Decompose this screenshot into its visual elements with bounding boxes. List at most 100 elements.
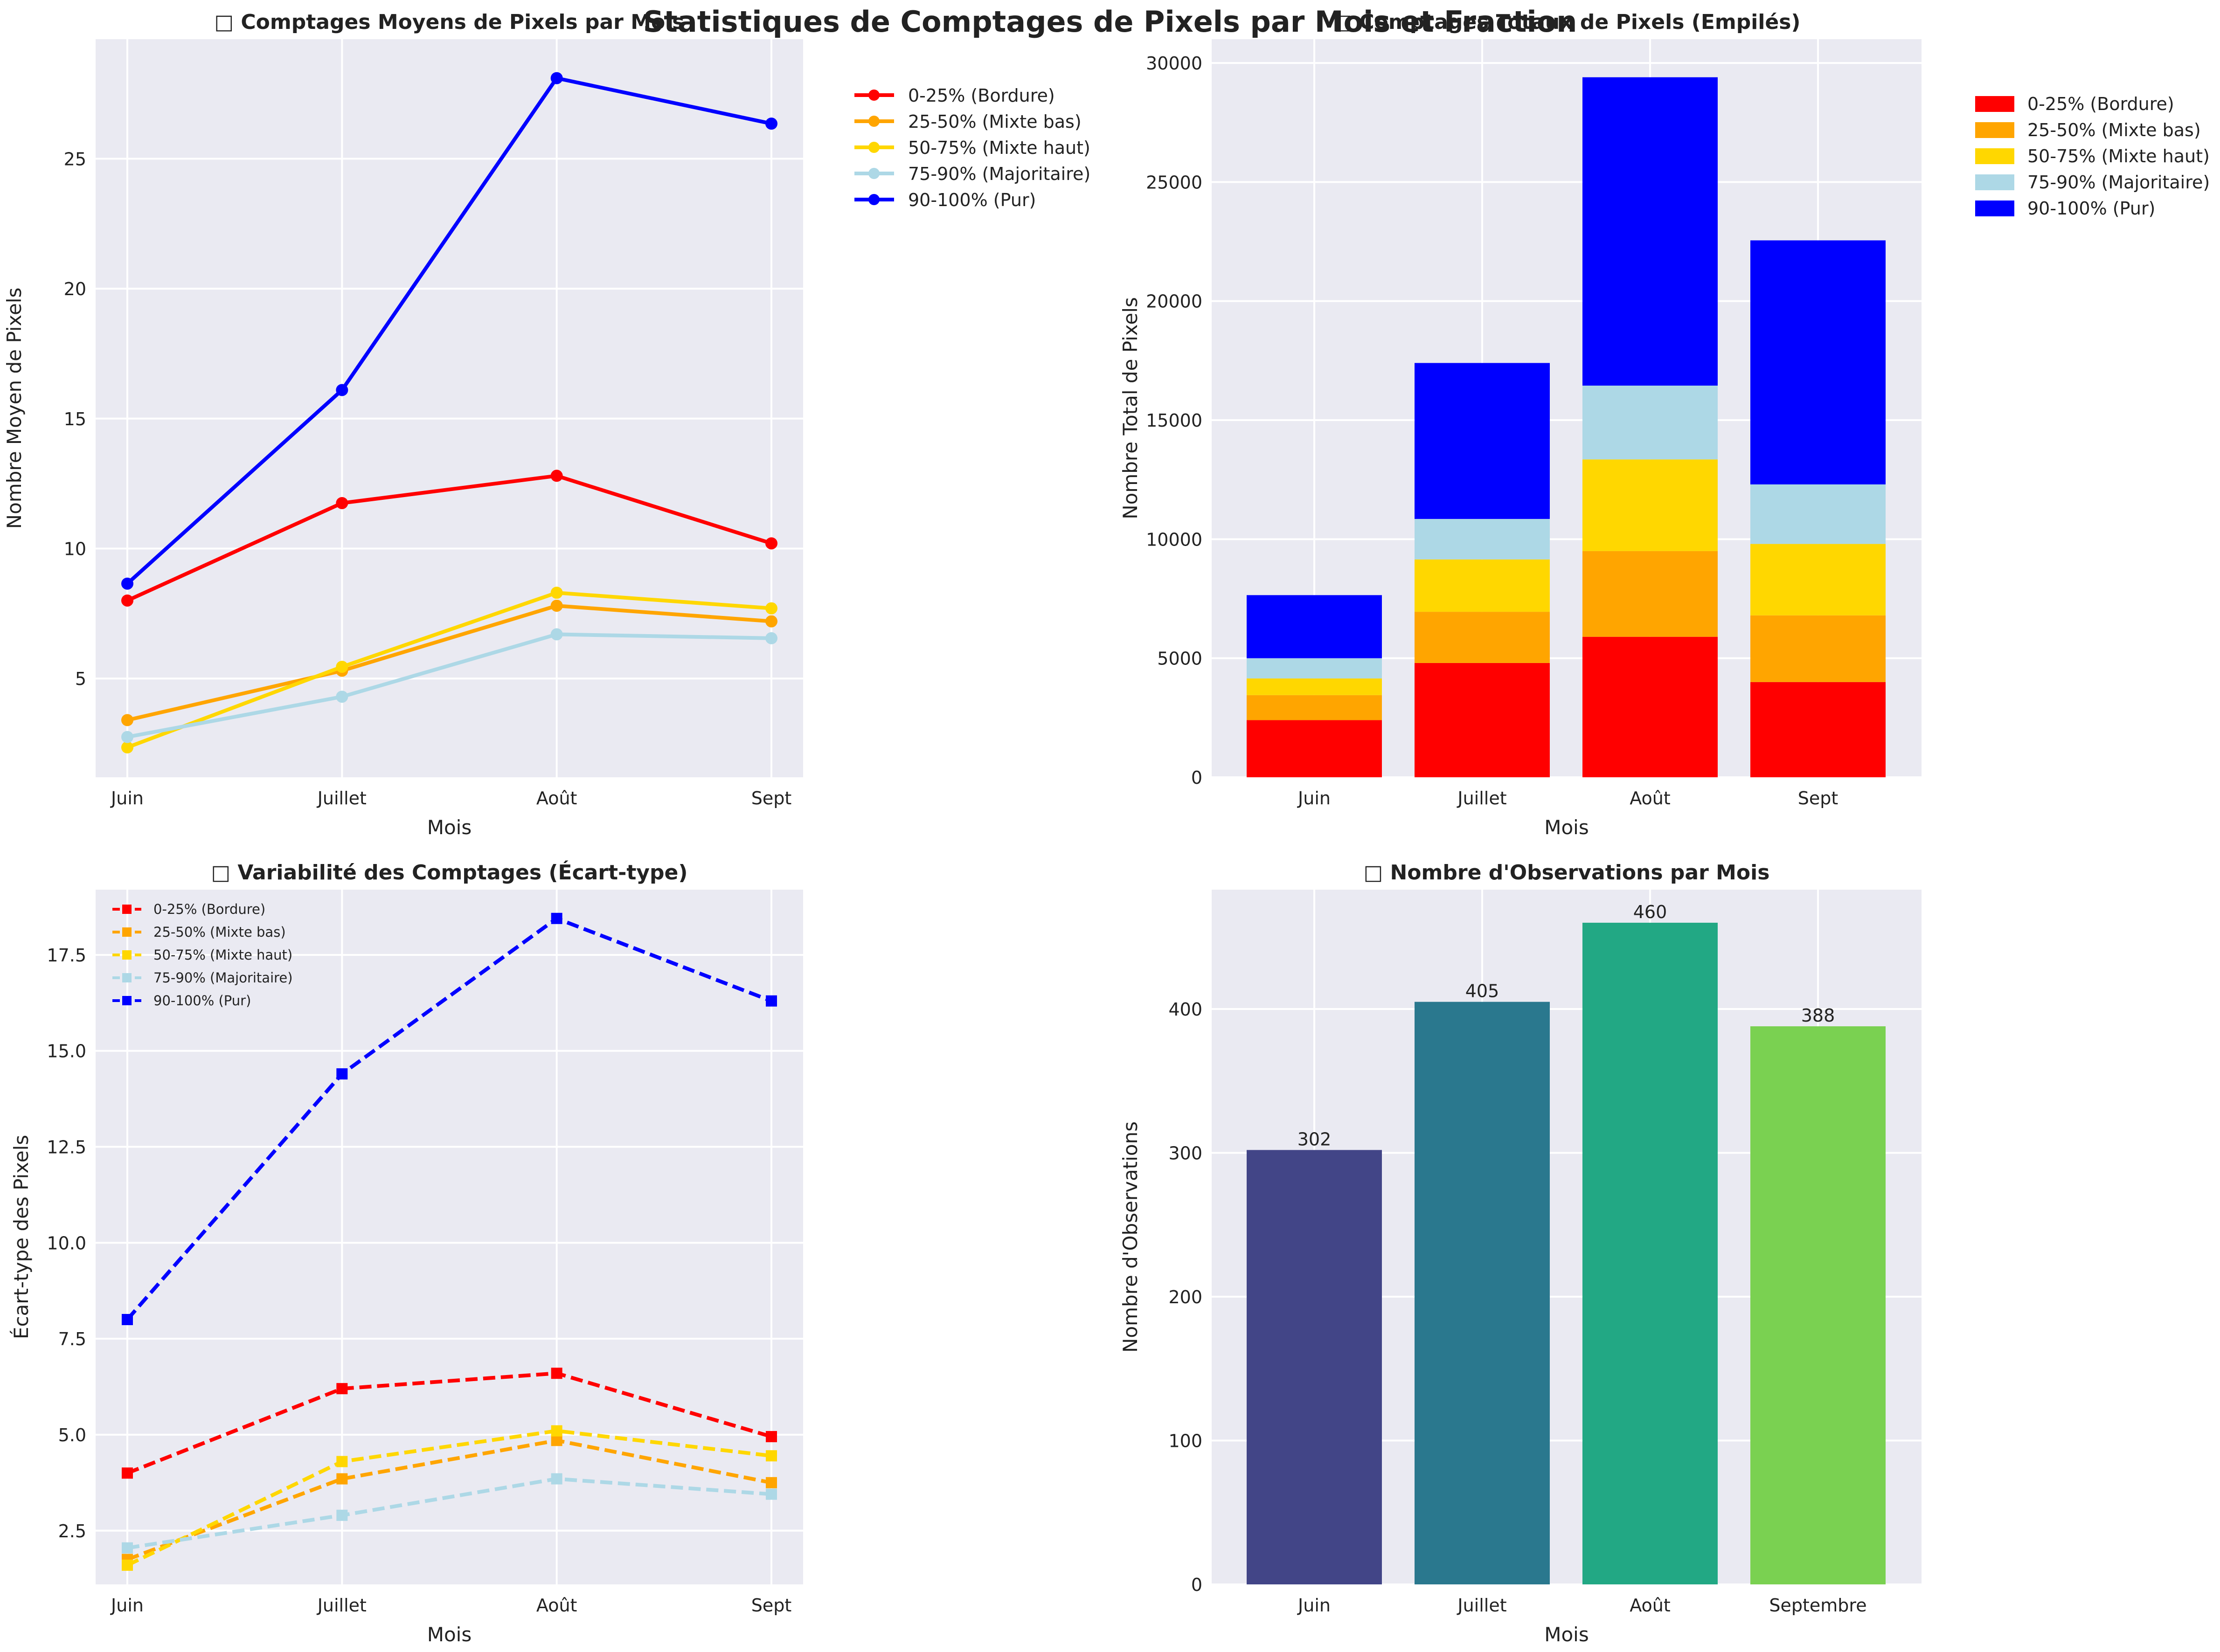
subplot-title: □ Comptages Totaux de Pixels (Empilés): [1332, 10, 1800, 34]
data-point: [550, 600, 563, 612]
series-line: [126, 591, 772, 749]
y-tick-label: 5000: [1157, 649, 1202, 669]
y-axis-label: Nombre Total de Pixels: [1119, 297, 1142, 519]
data-point: [550, 72, 563, 84]
data-point: [551, 1473, 562, 1485]
y-tick-label: 100: [1168, 1431, 1202, 1452]
legend-label: 25-50% (Mixte bas): [908, 111, 1082, 132]
x-axis-label: Mois: [427, 1623, 472, 1646]
data-point: [550, 470, 563, 482]
bar-value-label: 302: [1297, 1129, 1332, 1149]
bar-segment: [1415, 612, 1550, 663]
bar-segment: [1750, 615, 1886, 682]
series-line: [126, 1438, 772, 1562]
y-tick-label: 20000: [1146, 291, 1202, 312]
legend-label: 0-25% (Bordure): [908, 85, 1055, 106]
data-point: [765, 632, 777, 644]
y-axis-label: Nombre Moyen de Pixels: [3, 288, 26, 529]
bar-segment: [1582, 636, 1718, 777]
bar-segment: [1750, 544, 1886, 615]
y-tick-label: 10.0: [47, 1233, 86, 1253]
subplot-title: □ Variabilité des Comptages (Écart-type): [211, 860, 687, 885]
series-line: [125, 916, 772, 1321]
x-tick-label: Juin: [1297, 1595, 1331, 1616]
bar-value-label: 405: [1465, 981, 1499, 1002]
legend-label: 90-100% (Pur): [2027, 198, 2155, 219]
legend-label: 90-100% (Pur): [153, 993, 251, 1009]
y-tick-label: 30000: [1146, 53, 1202, 74]
data-point: [766, 1488, 777, 1500]
legend-marker: [122, 927, 132, 937]
data-point: [765, 602, 777, 615]
series-line: [127, 1477, 772, 1550]
legend-marker: [868, 90, 880, 101]
x-tick-label: Août: [1630, 1595, 1671, 1616]
data-point: [122, 1313, 133, 1325]
plot-background: [96, 39, 803, 777]
data-point: [551, 912, 562, 924]
data-point: [765, 537, 777, 550]
bar-segment: [1750, 240, 1886, 484]
data-point: [550, 628, 563, 641]
data-point: [336, 661, 348, 673]
legend-marker: [868, 142, 880, 153]
data-point: [765, 118, 777, 130]
series-line: [127, 632, 772, 739]
figure-title: Statistiques de Comptages de Pixels par …: [643, 5, 1577, 39]
x-axis-label: Mois: [1544, 816, 1589, 839]
data-point: [766, 995, 777, 1007]
legend-marker: [868, 168, 880, 179]
data-point: [550, 587, 563, 599]
data-point: [121, 577, 133, 590]
x-tick-label: Sept: [1798, 788, 1838, 809]
plot-background: [96, 890, 803, 1584]
legend-label: 25-50% (Mixte bas): [153, 924, 286, 940]
legend-swatch: [1975, 200, 2014, 216]
subplot-2: 0 5000 10000 15000 20000 25000 30000 Juin Juille…: [1119, 10, 2210, 839]
legend-label: 50-75% (Mixte haut): [153, 947, 292, 963]
legend-marker: [868, 116, 880, 127]
x-tick-label: Septembre: [1769, 1595, 1866, 1616]
bar-segment: [1415, 518, 1550, 560]
legend-label: 90-100% (Pur): [908, 190, 1036, 210]
series-line: [126, 76, 772, 585]
data-point: [336, 497, 348, 509]
series-line: [127, 604, 772, 722]
data-point: [766, 1450, 777, 1462]
x-tick-label: Sept: [751, 1595, 792, 1616]
bar-segment: [1415, 663, 1550, 777]
subplot-1: 5 10 15 20 25 Juin Juillet Août Sept □ Comptages …: [3, 10, 1090, 839]
data-point: [336, 384, 348, 396]
data-point: [336, 1509, 348, 1521]
series-line: [126, 474, 772, 602]
bar-segment: [1415, 559, 1550, 612]
bar-segment: [1247, 658, 1382, 679]
legend-label: 75-90% (Majoritaire): [908, 164, 1090, 184]
legend-label: 50-75% (Mixte haut): [2027, 146, 2210, 166]
legend-marker: [122, 996, 132, 1005]
legend-label: 0-25% (Bordure): [2027, 94, 2174, 114]
legend-label: 0-25% (Bordure): [153, 901, 265, 917]
y-tick-label: 15.0: [47, 1041, 86, 1062]
y-tick-label: 2.5: [58, 1521, 86, 1541]
y-tick-label: 10000: [1146, 529, 1202, 550]
legend-swatch: [1975, 122, 2014, 138]
data-point: [122, 1467, 133, 1479]
x-tick-label: Juillet: [1457, 1595, 1506, 1616]
x-tick-label: Sept: [751, 788, 792, 809]
bar: [1247, 1150, 1382, 1584]
y-tick-label: 17.5: [47, 945, 86, 966]
x-tick-label: Juin: [110, 788, 144, 809]
legend-label: 50-75% (Mixte haut): [908, 138, 1090, 158]
bar: [1750, 1026, 1886, 1584]
bar-segment: [1247, 695, 1382, 720]
y-tick-label: 7.5: [58, 1329, 86, 1349]
legend-marker: [122, 973, 132, 982]
x-axis-label: Mois: [427, 816, 472, 839]
y-tick-label: 5: [75, 669, 86, 689]
legend-swatch: [1975, 96, 2014, 112]
data-point: [336, 1456, 348, 1467]
y-tick-label: 25000: [1146, 172, 1202, 193]
data-point: [121, 714, 133, 726]
series-line: [126, 1429, 772, 1567]
